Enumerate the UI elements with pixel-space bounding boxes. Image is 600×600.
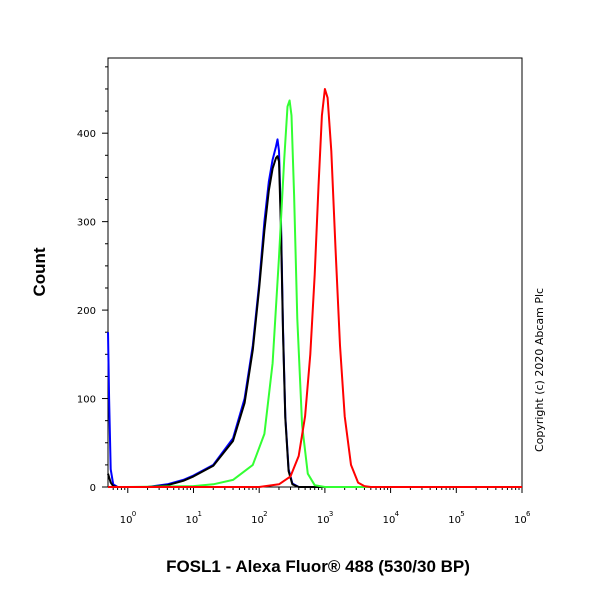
y-tick-label: 400 [77, 129, 96, 140]
y-tick-label: 100 [77, 395, 96, 406]
x-tick-label: 10 [514, 515, 527, 526]
x-tick-exponent: 6 [526, 510, 531, 518]
x-tick-label: 10 [383, 515, 396, 526]
x-tick-label: 10 [185, 515, 198, 526]
series-layer [107, 88, 522, 488]
x-tick-label: 10 [448, 515, 461, 526]
x-tick-exponent: 1 [197, 510, 201, 518]
y-tick-label: 0 [90, 483, 96, 494]
x-tick-exponent: 2 [263, 510, 267, 518]
x-tick-label: 10 [120, 515, 133, 526]
x-tick-exponent: 4 [395, 510, 400, 518]
series-line-3 [108, 99, 522, 488]
y-tick-label: 300 [77, 218, 96, 229]
series-line-2 [107, 155, 522, 488]
x-tick-exponent: 0 [132, 510, 136, 518]
y-axis: 0 100 200 300 400 [77, 66, 108, 494]
y-axis-title: Count [30, 247, 49, 296]
x-tick-exponent: 3 [329, 510, 333, 518]
y-tick-label: 200 [77, 306, 96, 317]
x-tick-label: 10 [251, 515, 264, 526]
series-line-4 [108, 88, 522, 488]
x-tick-exponent: 5 [460, 510, 464, 518]
x-tick-label: 10 [317, 515, 330, 526]
x-axis-title: FOSL1 - Alexa Fluor® 488 (530/30 BP) [166, 557, 470, 576]
copyright-text: Copyright (c) 2020 Abcam Plc [533, 288, 546, 452]
series-line-1 [107, 138, 522, 488]
